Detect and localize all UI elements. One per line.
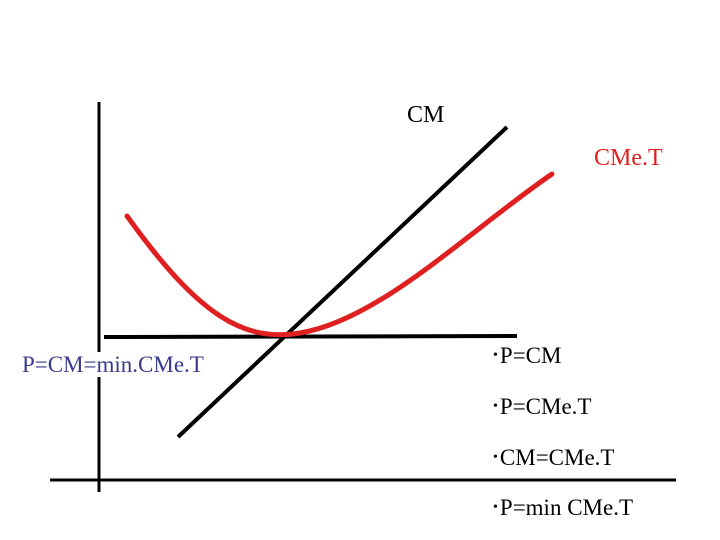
bullet-item: •P=min CMe.T	[493, 495, 633, 521]
cm-label: CM	[407, 102, 445, 128]
bullet-item: •CM=CMe.T	[493, 445, 614, 471]
cmet-curve	[124, 171, 555, 338]
equilibrium-label: P=CM=min.CMe.T	[20, 352, 206, 377]
bullet-text: P=CM	[499, 343, 562, 368]
bullet-text: P=CMe.T	[499, 394, 592, 419]
bullet-item: •P=CMe.T	[493, 394, 591, 420]
bullet-dot-icon: •	[493, 450, 498, 465]
bullet-dot-icon: •	[493, 399, 498, 414]
cmet-label: CMe.T	[594, 145, 663, 171]
bullet-dot-icon: •	[493, 348, 498, 363]
bullet-item: •P=CM	[493, 343, 561, 369]
bullet-dot-icon: •	[493, 500, 498, 515]
cm-line	[176, 125, 509, 439]
bullet-text: P=min CMe.T	[499, 495, 633, 520]
bullet-text: CM=CMe.T	[499, 445, 615, 470]
price-line	[103, 334, 518, 339]
